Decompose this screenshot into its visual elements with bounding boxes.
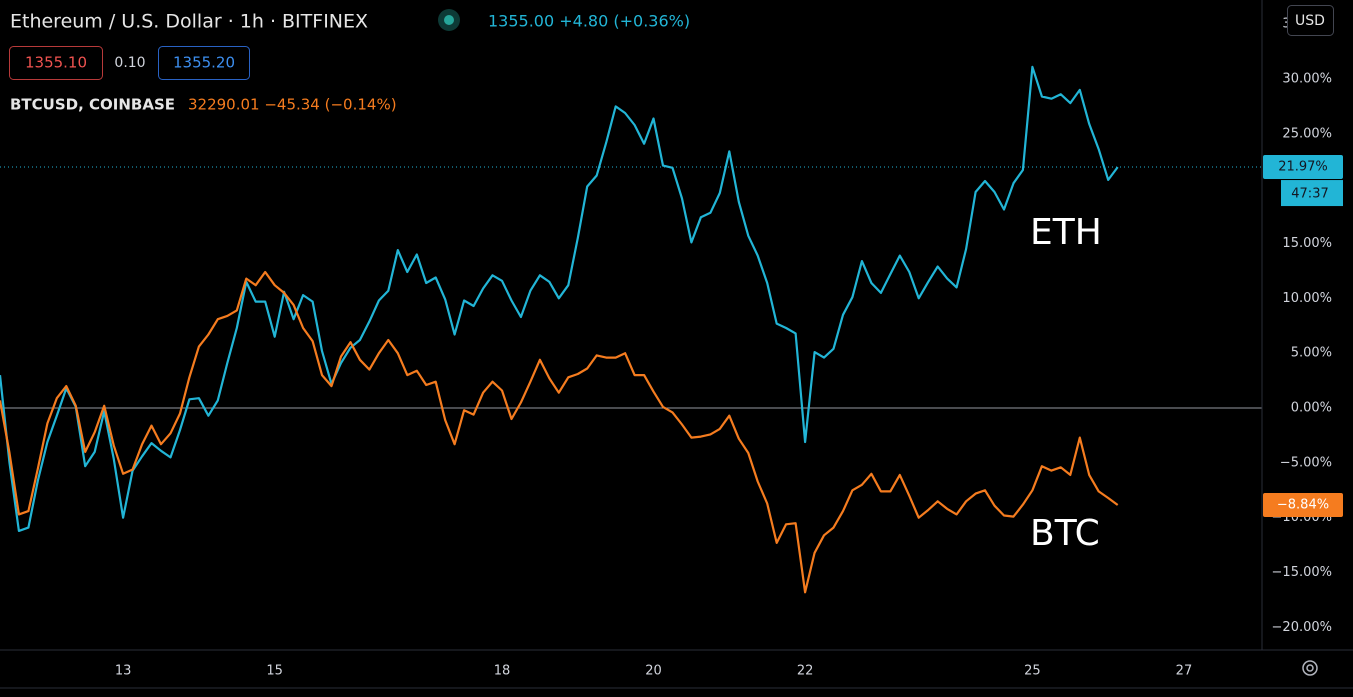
gear-hub[interactable] xyxy=(1306,664,1314,672)
currency-label[interactable]: USD xyxy=(1295,13,1325,29)
last-value-badge xyxy=(1263,492,1343,517)
series-line xyxy=(0,270,1119,594)
bid-price[interactable]: 1355.10 xyxy=(25,54,87,72)
y-tick-label: −20.00% xyxy=(1272,620,1332,635)
y-tick-label: 30.00% xyxy=(1282,71,1332,86)
y-tick-label: −5.00% xyxy=(1280,455,1332,470)
x-tick-label: 15 xyxy=(266,664,283,679)
x-tick-label: 25 xyxy=(1024,664,1041,679)
y-tick-label: −15.00% xyxy=(1272,565,1332,580)
y-tick-label: 25.00% xyxy=(1282,126,1332,141)
spread: 0.10 xyxy=(114,55,145,71)
ask-price[interactable]: 1355.20 xyxy=(173,54,235,72)
countdown-label: 47:37 xyxy=(1291,187,1328,202)
series-name: ETH xyxy=(1030,212,1102,253)
series-line xyxy=(0,65,1119,532)
settings-icon[interactable] xyxy=(1302,660,1318,676)
quote: 1355.00 +4.80 (+0.36%) xyxy=(488,12,690,31)
last-value-badge xyxy=(1263,155,1343,180)
ask-button[interactable] xyxy=(158,46,250,80)
compare-symbol: BTCUSD, COINBASE xyxy=(10,96,175,114)
y-tick-label: 0.00% xyxy=(1291,401,1332,416)
series-name: BTC xyxy=(1030,513,1100,554)
compare-quote: 32290.01 −45.34 (−0.14%) xyxy=(188,96,397,114)
x-tick-label: 20 xyxy=(645,664,662,679)
x-tick-label: 13 xyxy=(115,664,132,679)
last-value-label: −8.84% xyxy=(1277,497,1329,512)
plot-area xyxy=(0,65,1262,594)
x-tick-label: 22 xyxy=(797,664,814,679)
gear[interactable] xyxy=(1302,660,1318,676)
bid-button[interactable] xyxy=(9,46,103,80)
currency-button[interactable] xyxy=(1287,5,1334,36)
x-tick-label: 18 xyxy=(494,664,511,679)
countdown-badge xyxy=(1281,180,1343,207)
y-tick-label: 10.00% xyxy=(1282,291,1332,306)
y-tick-label: 5.00% xyxy=(1291,346,1332,361)
x-tick-label: 27 xyxy=(1176,664,1193,679)
symbol-title: Ethereum / U.S. Dollar · 1h · BITFINEX xyxy=(10,11,368,33)
status-dot xyxy=(444,15,454,25)
y-tick-label: 15.00% xyxy=(1282,236,1332,251)
last-value-label: 21.97% xyxy=(1278,160,1328,175)
